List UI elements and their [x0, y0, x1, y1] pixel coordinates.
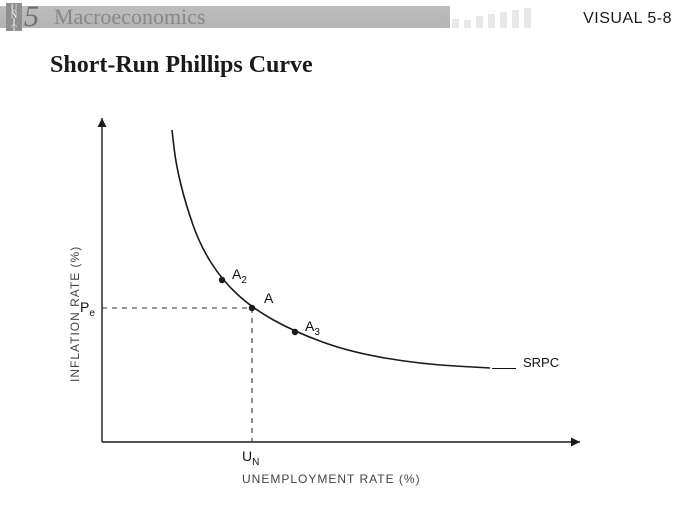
phillips-curve-chart: INFLATION RATE (%) UNEMPLOYMENT RATE (%)…	[60, 110, 660, 510]
pe-tick-label: Pe	[80, 299, 95, 319]
unit-badge: UNIT	[6, 3, 22, 31]
curve-name-tick	[492, 368, 516, 369]
unit-number: 5	[24, 0, 39, 34]
curve-name: SRPC	[523, 355, 559, 370]
header-bar-motif	[440, 6, 540, 28]
point-label-A: A	[264, 290, 273, 306]
un-tick-label: UN	[242, 448, 259, 468]
subject-label: Macroeconomics	[54, 4, 206, 30]
pe-sub: e	[89, 308, 95, 319]
chart-svg	[60, 110, 660, 510]
page-title: Short-Run Phillips Curve	[50, 52, 313, 79]
pe-letter: P	[80, 299, 89, 315]
x-axis-label: UNEMPLOYMENT RATE (%)	[242, 472, 421, 486]
point-label-A2: A2	[232, 266, 247, 286]
visual-code: VISUAL 5-8	[583, 10, 672, 28]
point-label-A3: A3	[305, 318, 320, 338]
un-letter: U	[242, 448, 252, 464]
un-sub: N	[252, 457, 259, 468]
page-header: UNIT 5 Macroeconomics VISUAL 5-8	[0, 0, 700, 34]
